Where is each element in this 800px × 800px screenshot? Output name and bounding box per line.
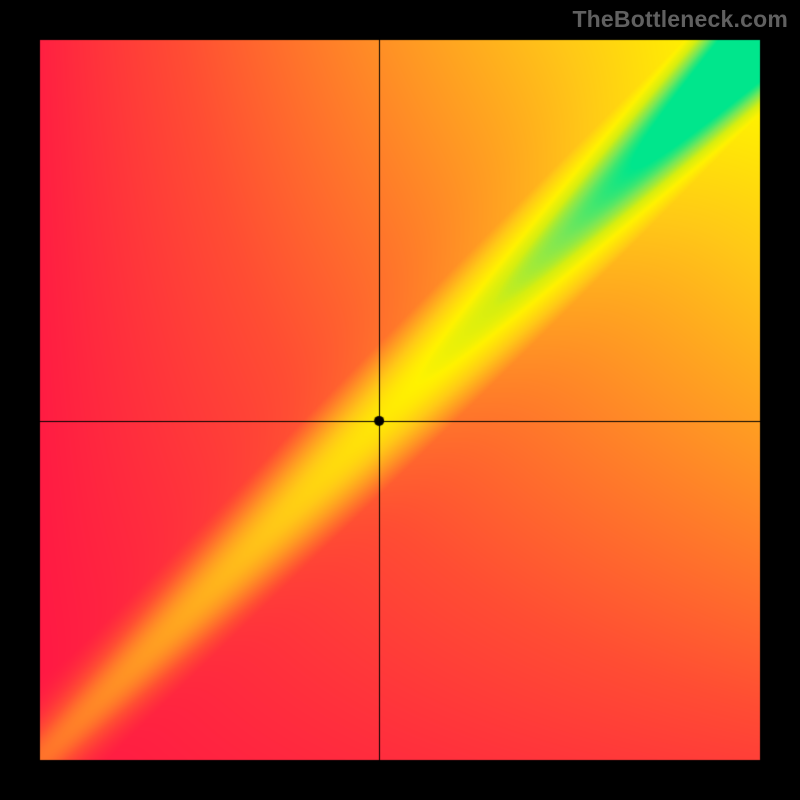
- chart-container: TheBottleneck.com: [0, 0, 800, 800]
- heatmap-canvas: [0, 0, 800, 800]
- watermark-text: TheBottleneck.com: [572, 6, 788, 33]
